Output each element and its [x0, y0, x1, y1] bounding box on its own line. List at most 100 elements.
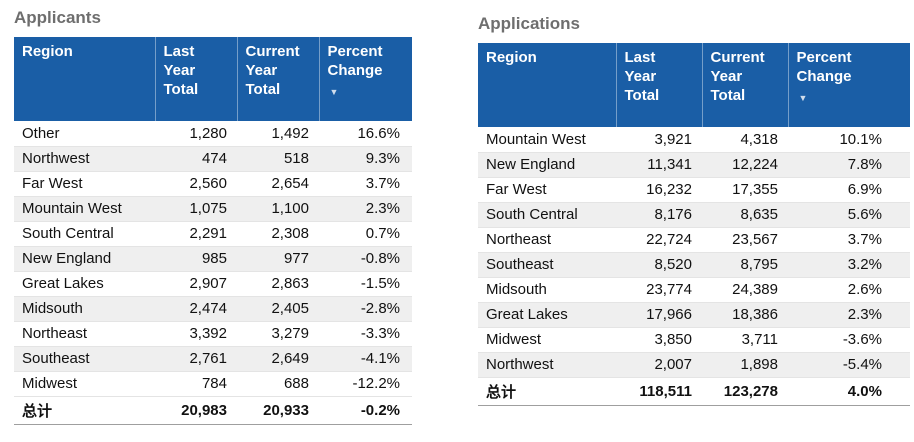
column-header-percent-change[interactable]: Percent Change ▼ — [318, 37, 412, 121]
column-header-region[interactable]: Region — [478, 43, 616, 127]
value-cell: 123,278 — [702, 376, 788, 406]
value-cell: 17,355 — [702, 177, 788, 203]
value-cell: 18,386 — [702, 302, 788, 328]
value-cell: 2,649 — [237, 346, 319, 372]
value-cell: 24,389 — [702, 277, 788, 303]
value-cell: 2,474 — [155, 296, 237, 322]
value-cell: -0.2% — [319, 395, 412, 425]
value-cell: 1,280 — [155, 121, 237, 147]
value-cell: 3,850 — [616, 327, 702, 353]
region-cell: South Central — [14, 221, 155, 247]
region-cell: Mountain West — [14, 196, 155, 222]
column-header-percent-change[interactable]: Percent Change ▼ — [787, 43, 910, 127]
value-cell: 8,176 — [616, 202, 702, 228]
region-cell: Mountain West — [478, 127, 616, 153]
column-header-current-year-total[interactable]: Current Year Total — [701, 43, 788, 127]
value-cell: 12,224 — [702, 152, 788, 178]
value-cell: 2,560 — [155, 171, 237, 197]
value-cell: 3,711 — [702, 327, 788, 353]
value-cell: 0.7% — [319, 221, 412, 247]
value-cell: 2,863 — [237, 271, 319, 297]
table-row: South Central 8,176 8,635 5.6% — [478, 202, 910, 228]
table-row: Northwest 474 518 9.3% — [14, 146, 412, 172]
value-cell: 8,635 — [702, 202, 788, 228]
table-row: Mountain West 3,921 4,318 10.1% — [478, 127, 910, 153]
value-cell: 5.6% — [788, 202, 910, 228]
table-row: Midwest 3,850 3,711 -3.6% — [478, 327, 910, 353]
table-row: Far West 2,560 2,654 3.7% — [14, 171, 412, 197]
region-cell: Northwest — [478, 352, 616, 378]
column-header-last-year-total[interactable]: Last Year Total — [615, 43, 702, 127]
value-cell: 2,405 — [237, 296, 319, 322]
value-cell: 3,392 — [155, 321, 237, 347]
value-cell: 2,308 — [237, 221, 319, 247]
region-cell: Great Lakes — [14, 271, 155, 297]
value-cell: 3,279 — [237, 321, 319, 347]
value-cell: 3.7% — [788, 227, 910, 253]
column-header-current-year-total[interactable]: Current Year Total — [236, 37, 319, 121]
region-cell: Midsouth — [478, 277, 616, 303]
value-cell: 2.6% — [788, 277, 910, 303]
applicants-table-title: Applicants — [14, 8, 101, 27]
region-cell: New England — [478, 152, 616, 178]
value-cell: 4,318 — [702, 127, 788, 153]
value-cell: -1.5% — [319, 271, 412, 297]
column-header-label: Region — [22, 43, 73, 60]
table-row: Southeast 2,761 2,649 -4.1% — [14, 346, 412, 372]
column-header-label: Current Year Total — [245, 43, 300, 98]
value-cell: -2.8% — [319, 296, 412, 322]
region-cell: Midwest — [478, 327, 616, 353]
table-row: Midsouth 2,474 2,405 -2.8% — [14, 296, 412, 322]
applications-table-section: Applications Region Last Year Total Curr… — [478, 14, 910, 406]
table-row: Midsouth 23,774 24,389 2.6% — [478, 277, 910, 303]
region-cell: Other — [14, 121, 155, 147]
value-cell: 20,933 — [237, 395, 319, 425]
total-label-cell: 总计 — [478, 376, 616, 406]
sort-descending-icon[interactable]: ▼ — [329, 86, 339, 97]
value-cell: 17,966 — [616, 302, 702, 328]
value-cell: 3.7% — [319, 171, 412, 197]
header-row: Region Last Year Total Current Year Tota… — [478, 43, 910, 127]
region-cell: South Central — [478, 202, 616, 228]
region-cell: Southeast — [14, 346, 155, 372]
value-cell: 118,511 — [616, 376, 702, 406]
table-row: Far West 16,232 17,355 6.9% — [478, 177, 910, 203]
value-cell: 518 — [237, 146, 319, 172]
value-cell: -4.1% — [319, 346, 412, 372]
value-cell: 10.1% — [788, 127, 910, 153]
value-cell: 2,291 — [155, 221, 237, 247]
column-header-region[interactable]: Region — [14, 37, 155, 121]
applicants-table: Region Last Year Total Current Year Tota… — [14, 37, 412, 425]
value-cell: 2,761 — [155, 346, 237, 372]
value-cell: 23,567 — [702, 227, 788, 253]
region-cell: Far West — [14, 171, 155, 197]
sort-descending-icon[interactable]: ▼ — [798, 92, 808, 103]
value-cell: 1,100 — [237, 196, 319, 222]
value-cell: 16,232 — [616, 177, 702, 203]
value-cell: -3.3% — [319, 321, 412, 347]
total-row: 总计 20,983 20,933 -0.2% — [14, 395, 412, 425]
region-cell: Midsouth — [14, 296, 155, 322]
table-row: Southeast 8,520 8,795 3.2% — [478, 252, 910, 278]
table-row: Mountain West 1,075 1,100 2.3% — [14, 196, 412, 222]
value-cell: 1,492 — [237, 121, 319, 147]
region-cell: Northeast — [14, 321, 155, 347]
applications-table: Region Last Year Total Current Year Tota… — [478, 43, 910, 406]
value-cell: 985 — [155, 246, 237, 272]
column-header-label: Last Year Total — [624, 49, 660, 104]
column-header-last-year-total[interactable]: Last Year Total — [154, 37, 237, 121]
table-row: New England 11,341 12,224 7.8% — [478, 152, 910, 178]
value-cell: 688 — [237, 371, 319, 397]
table-row: New England 985 977 -0.8% — [14, 246, 412, 272]
value-cell: 2,007 — [616, 352, 702, 378]
region-cell: Southeast — [478, 252, 616, 278]
value-cell: 3,921 — [616, 127, 702, 153]
value-cell: 9.3% — [319, 146, 412, 172]
value-cell: 7.8% — [788, 152, 910, 178]
region-cell: Northeast — [478, 227, 616, 253]
value-cell: 2.3% — [788, 302, 910, 328]
applications-table-body: Mountain West 3,921 4,318 10.1% New England 1… — [478, 127, 910, 406]
table-row: South Central 2,291 2,308 0.7% — [14, 221, 412, 247]
value-cell: 11,341 — [616, 152, 702, 178]
header-row: Region Last Year Total Current Year Tota… — [14, 37, 412, 121]
